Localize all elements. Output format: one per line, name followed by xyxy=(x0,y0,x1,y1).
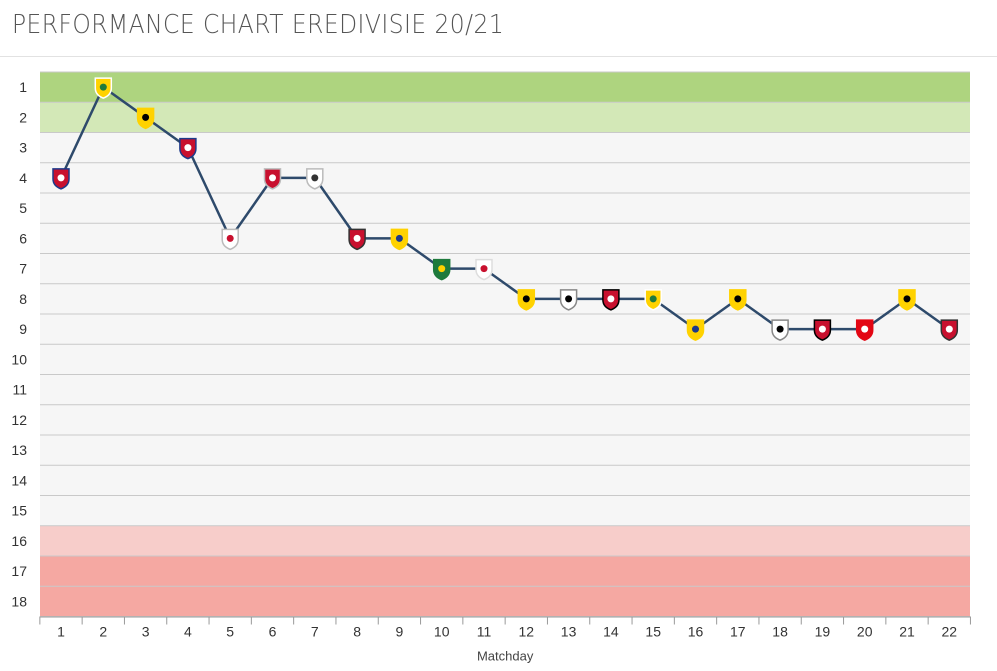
y-tick-label: 18 xyxy=(11,593,27,609)
feyenoord-icon xyxy=(602,289,620,311)
crest-emblem xyxy=(607,295,615,303)
ado-den-haag-icon xyxy=(432,258,451,281)
x-tick-label: 11 xyxy=(477,624,492,640)
y-tick-label: 5 xyxy=(19,200,27,216)
crest-emblem xyxy=(945,325,953,333)
y-tick-label: 6 xyxy=(19,230,27,246)
series-line xyxy=(59,85,951,331)
y-tick-label: 3 xyxy=(19,140,27,156)
x-tick-label: 6 xyxy=(269,624,277,640)
crest-emblem xyxy=(311,174,319,182)
y-tick-label: 11 xyxy=(12,382,27,398)
crest-emblem xyxy=(649,295,657,303)
y-tick-label: 16 xyxy=(11,533,27,549)
crest-emblem xyxy=(776,325,784,333)
az-icon xyxy=(940,319,959,341)
crest-emblem xyxy=(269,174,276,182)
crest-emblem xyxy=(903,295,911,303)
crest-emblem xyxy=(438,265,446,273)
crest-emblem xyxy=(184,144,192,152)
page-title: PERFORMANCE CHART EREDIVISIE 20/21 xyxy=(12,10,505,40)
fc-twente-icon xyxy=(855,319,874,341)
x-tick-label: 3 xyxy=(142,624,150,640)
crest-emblem xyxy=(522,295,530,303)
crest-emblem xyxy=(565,295,573,303)
band-3 xyxy=(40,525,970,556)
vitesse-icon xyxy=(898,289,916,311)
crest-emblem xyxy=(57,174,65,182)
y-tick-label: 9 xyxy=(19,321,27,337)
rkc-waalwijk-icon xyxy=(390,228,409,251)
crest-emblem xyxy=(353,234,361,242)
x-tick-label: 7 xyxy=(311,624,319,640)
y-tick-label: 12 xyxy=(11,412,27,428)
x-tick-label: 9 xyxy=(396,624,404,640)
crest-emblem xyxy=(734,295,742,303)
crest-emblem xyxy=(395,234,403,242)
y-tick-label: 1 xyxy=(19,79,27,95)
y-tick-label: 4 xyxy=(19,170,27,186)
x-tick-label: 1 xyxy=(57,624,65,640)
heracles-almelo-icon xyxy=(559,289,578,311)
x-tick-label: 14 xyxy=(603,624,619,640)
x-tick-label: 4 xyxy=(184,624,192,640)
x-tick-label: 13 xyxy=(561,624,577,640)
heracles-almelo-icon xyxy=(771,319,789,341)
y-tick-label: 8 xyxy=(19,291,27,307)
fc-utrecht-icon xyxy=(179,137,197,160)
crest-emblem xyxy=(692,325,699,333)
x-tick-label: 12 xyxy=(519,624,535,640)
vvv-venlo-icon xyxy=(136,107,155,130)
vitesse-icon xyxy=(517,289,536,311)
x-tick-label: 15 xyxy=(645,624,661,640)
x-axis-label: Matchday xyxy=(477,649,534,664)
vvv-venlo-icon xyxy=(729,289,747,311)
x-tick-label: 21 xyxy=(899,624,915,640)
y-tick-label: 7 xyxy=(19,261,27,277)
title-divider xyxy=(0,56,997,57)
willem-ii-icon xyxy=(52,168,70,190)
y-tick-label: 13 xyxy=(11,442,27,458)
crest-emblem xyxy=(480,265,488,273)
psv-icon xyxy=(475,258,493,281)
crest-emblem xyxy=(99,83,107,91)
crest-emblem xyxy=(142,113,150,121)
crest-emblem xyxy=(226,234,234,242)
feyenoord-icon xyxy=(813,319,832,341)
y-tick-label: 10 xyxy=(11,351,27,367)
y-tick-label: 14 xyxy=(11,472,27,488)
x-tick-label: 19 xyxy=(815,624,831,640)
fortuna-sittard-icon xyxy=(94,77,113,99)
y-tick-label: 2 xyxy=(19,109,27,125)
x-tick-label: 2 xyxy=(99,624,107,640)
x-tick-label: 18 xyxy=(772,624,788,640)
heracles-icon xyxy=(306,168,324,190)
x-tick-label: 16 xyxy=(688,624,704,640)
crest-emblem xyxy=(861,325,869,333)
x-tick-label: 20 xyxy=(857,624,873,640)
fortuna-sittard-icon xyxy=(644,289,662,311)
crest-emblem xyxy=(818,325,826,333)
fc-emmen-icon xyxy=(263,168,282,190)
band-1 xyxy=(40,102,970,133)
x-tick-label: 22 xyxy=(942,624,958,640)
y-tick-label: 15 xyxy=(11,503,27,519)
x-tick-label: 8 xyxy=(353,624,361,640)
band-0 xyxy=(40,72,970,103)
ajax-icon xyxy=(221,228,239,251)
az-icon xyxy=(348,228,366,251)
x-tick-label: 17 xyxy=(730,624,746,640)
y-tick-label: 17 xyxy=(11,563,27,579)
x-tick-label: 5 xyxy=(226,624,234,640)
x-tick-label: 10 xyxy=(434,624,450,640)
rkc-waalwijk-icon xyxy=(686,319,705,341)
